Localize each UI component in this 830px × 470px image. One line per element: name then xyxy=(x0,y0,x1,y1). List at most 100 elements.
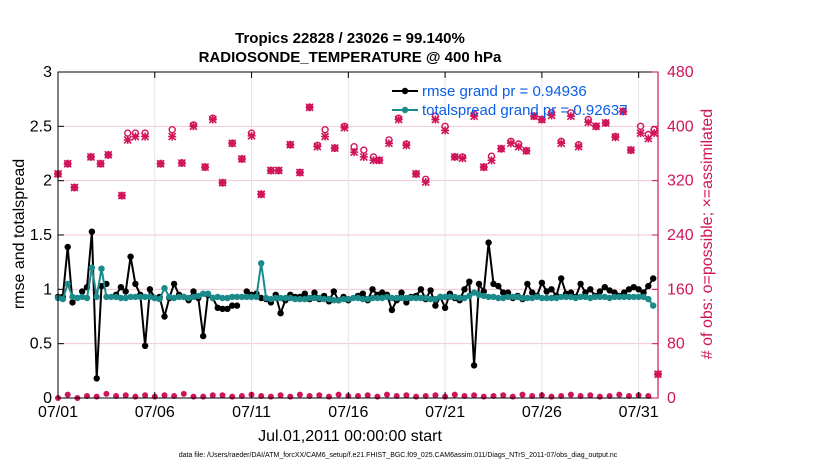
obs-assimilated-marker xyxy=(96,159,105,168)
obs-zero-marker xyxy=(335,391,342,398)
obs-assimilated-marker xyxy=(321,132,330,141)
spread-point xyxy=(461,294,468,302)
spread-point xyxy=(83,294,91,302)
obs-zero-marker xyxy=(296,391,303,398)
rmse-point xyxy=(490,280,497,288)
spread-point xyxy=(180,293,187,301)
obs-zero-marker xyxy=(316,392,323,399)
spread-point xyxy=(562,293,570,301)
rmse-point xyxy=(601,284,608,291)
rmse-point xyxy=(606,287,613,294)
x-tick-label: 07/16 xyxy=(328,404,368,421)
obs-assimilated-marker xyxy=(470,112,479,121)
spread-point xyxy=(350,294,357,302)
spread-point xyxy=(538,294,546,302)
rmse-point xyxy=(88,228,96,235)
spread-point xyxy=(137,293,144,301)
spread-point xyxy=(553,294,560,302)
rmse-point xyxy=(359,290,366,297)
obs-assimilated-marker xyxy=(411,169,421,178)
spread-point xyxy=(441,293,449,301)
spread-point xyxy=(166,293,173,301)
spread-point xyxy=(69,293,76,301)
spread-point xyxy=(533,293,541,301)
rmse-point xyxy=(650,275,657,282)
spread-point xyxy=(146,293,154,301)
spread-point xyxy=(495,294,502,302)
y-tick-label: 2.5 xyxy=(30,118,52,135)
obs-assimilated-marker xyxy=(177,158,186,168)
spread-point xyxy=(200,290,207,297)
spread-point xyxy=(514,293,521,301)
spread-point xyxy=(175,293,183,301)
spread-point xyxy=(108,293,115,301)
rmse-point xyxy=(146,286,154,293)
obs-assimilated-marker xyxy=(441,126,450,135)
spread-point xyxy=(408,294,415,302)
legend-marker-rmse xyxy=(401,87,409,95)
spread-point xyxy=(325,295,333,303)
rmse-point xyxy=(403,299,410,306)
rmse-point xyxy=(93,375,100,382)
y-tick-label: 3 xyxy=(43,64,52,81)
obs-zero-marker xyxy=(161,392,168,399)
rmse-point xyxy=(466,278,473,285)
spread-point xyxy=(383,293,391,301)
spread-point xyxy=(117,294,125,302)
rmse-point xyxy=(635,286,642,293)
spread-point xyxy=(582,293,589,301)
obs-zero-marker xyxy=(200,393,207,400)
obs-zero-marker xyxy=(519,391,526,398)
rmse-point xyxy=(233,302,241,309)
spread-point xyxy=(446,293,454,301)
x-tick-label: 07/11 xyxy=(232,404,271,421)
spread-point xyxy=(611,293,618,301)
spread-point xyxy=(238,293,246,301)
spread-point xyxy=(606,294,613,302)
spread-point xyxy=(335,297,342,304)
spread-point xyxy=(195,292,202,300)
chart-title: Tropics 22828 / 23026 = 99.140% xyxy=(235,30,465,47)
spread-point xyxy=(204,290,212,297)
obs-assimilated-marker xyxy=(530,112,539,121)
spread-point xyxy=(398,294,405,302)
obs-zero-marker xyxy=(403,392,410,399)
obs-assimilated-marker xyxy=(257,190,266,199)
rmse-point xyxy=(311,289,318,296)
obs-zero-marker xyxy=(413,393,420,400)
obs-zero-marker xyxy=(103,390,110,397)
spread-point xyxy=(374,294,381,302)
rmse-point xyxy=(200,332,207,340)
spread-point xyxy=(572,294,579,302)
obs-assimilated-marker xyxy=(86,152,95,161)
spread-point xyxy=(466,292,473,300)
rmse-point xyxy=(243,288,250,295)
rmse-line xyxy=(58,231,655,379)
obs-zero-marker xyxy=(142,392,149,399)
rmse-point xyxy=(475,280,483,288)
spread-point xyxy=(88,264,96,271)
spread-point xyxy=(224,294,231,302)
obs-zero-marker xyxy=(364,392,371,399)
obs-assimilated-marker xyxy=(557,139,566,148)
spread-point xyxy=(151,294,158,302)
right-y-tick-labels: 0 80 160 240 320 400 480 xyxy=(667,64,694,407)
spread-point xyxy=(519,294,526,302)
spread-point xyxy=(272,294,279,302)
obs-assimilated-marker xyxy=(450,152,459,161)
rmse-point xyxy=(190,288,197,295)
rmse-point xyxy=(214,304,221,311)
obs-assimilated-marker xyxy=(537,115,546,124)
rmse-point xyxy=(470,362,478,369)
obs-assimilated-marker xyxy=(131,132,140,141)
obs-zero-marker xyxy=(451,391,458,398)
rmse-point xyxy=(98,282,105,290)
obs-assimilated-marker xyxy=(117,191,126,200)
spread-point xyxy=(475,291,483,298)
spread-point xyxy=(98,265,105,272)
footnote: data file: /Users/raeder/DAI/ATM_forcXX/… xyxy=(179,452,618,459)
rmse-point xyxy=(170,280,178,288)
spread-point xyxy=(620,293,628,301)
obs-assimilated-marker xyxy=(274,166,283,175)
